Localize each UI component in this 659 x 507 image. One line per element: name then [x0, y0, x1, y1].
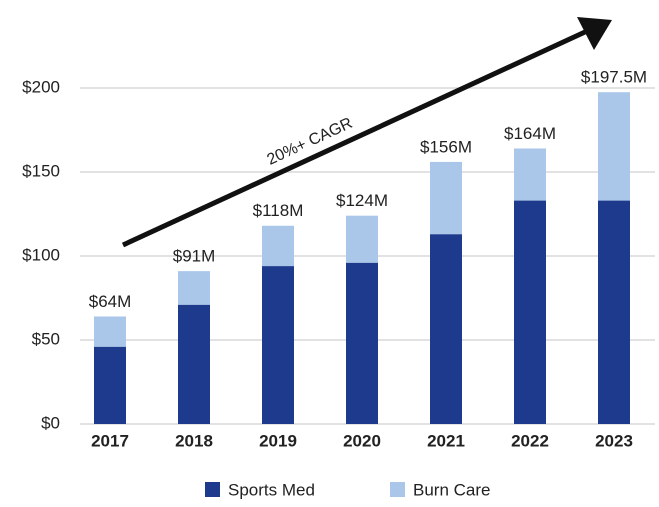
y-tick-label: $0 [41, 413, 60, 432]
bar-segment [178, 271, 210, 305]
bar-segment [430, 234, 462, 424]
legend-swatch [390, 482, 405, 497]
y-tick-label: $50 [32, 329, 60, 348]
legend-label: Burn Care [413, 480, 490, 499]
bar-segment [346, 215, 378, 263]
total-label: $124M [336, 191, 388, 210]
x-tick-label: 2023 [595, 431, 633, 450]
total-label: $118M [253, 201, 304, 220]
total-label: $156M [420, 137, 472, 156]
x-tick-label: 2021 [427, 431, 465, 450]
legend-label: Sports Med [228, 480, 315, 499]
x-tick-label: 2019 [259, 431, 297, 450]
total-label: $91M [173, 247, 216, 266]
x-tick-label: 2018 [175, 431, 213, 450]
bar-segment [598, 92, 630, 201]
x-tick-label: 2022 [511, 431, 549, 450]
bar-segment [94, 346, 126, 424]
bar-segment [514, 200, 546, 424]
bar-segment [430, 161, 462, 235]
bar-segment [262, 225, 294, 267]
bar-segment [262, 266, 294, 424]
total-label: $197.5M [581, 68, 647, 87]
bar-segment [346, 262, 378, 424]
bar-segment [514, 148, 546, 201]
y-tick-label: $200 [22, 77, 60, 96]
x-tick-label: 2017 [91, 431, 129, 450]
bar-segment [94, 316, 126, 347]
total-label: $64M [89, 292, 132, 311]
bar-segment [598, 200, 630, 424]
bar-segment [178, 304, 210, 424]
cagr-arrow-line [121, 29, 587, 248]
cagr-arrow-head [577, 17, 612, 50]
total-label: $164M [504, 124, 556, 143]
y-tick-label: $150 [22, 161, 60, 180]
legend-swatch [205, 482, 220, 497]
x-tick-label: 2020 [343, 431, 381, 450]
y-tick-label: $100 [22, 245, 60, 264]
